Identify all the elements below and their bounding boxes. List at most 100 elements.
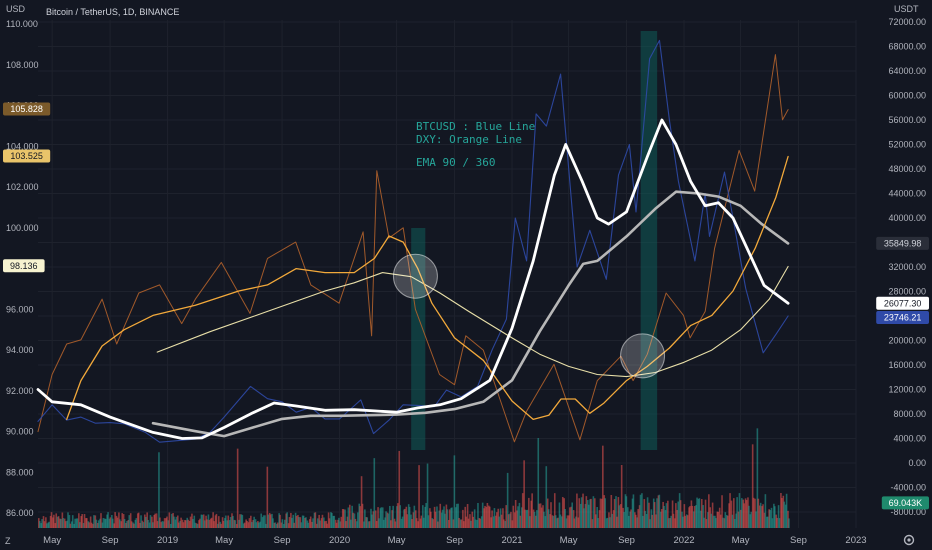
right-axis[interactable]: 72000.00 68000.00 64000.00 60000.00 56000.00… [888,17,926,517]
volume-bar [577,517,580,528]
volume-bar [665,503,668,528]
volume-bar [354,518,357,528]
volume-bar [389,520,392,528]
volume-bar [132,522,134,528]
volume-bar [320,518,323,528]
volume-bar [451,507,453,528]
volume-bar [140,515,142,528]
volume-bar [513,512,516,528]
volume-bar [597,518,599,528]
volume-bar [169,523,172,528]
timezone-label[interactable]: Z [5,536,11,546]
volume-bar [134,519,137,528]
volume-bar [730,500,733,528]
volume-bar [723,518,726,528]
time-tick-label: May [43,535,61,546]
volume-bar [129,513,132,528]
volume-bar [221,517,224,528]
volume-bar [321,514,324,528]
volume-bar [585,496,588,528]
volume-bar [750,511,753,528]
volume-bar [177,515,179,528]
series-dxy [37,54,789,443]
volume-bar [477,503,479,528]
volume-bar [627,515,630,528]
right-tick-label: 52000.00 [888,140,926,150]
volume-bar [637,509,639,528]
volume-bar [740,509,742,528]
volume-bar [371,514,373,528]
volume-bar [279,514,281,528]
volume-bar [174,519,177,528]
volume-bar [709,507,712,528]
volume-bar [775,514,778,528]
time-tick-label: Sep [274,535,291,546]
volume-bar [714,515,716,528]
volume-bar [217,516,220,528]
volume-bar [771,518,774,528]
volume-bar [364,509,366,528]
volume-bar [281,519,284,528]
volume-bar [422,505,424,528]
volume-bar [319,520,321,528]
volume-bar [125,522,127,528]
volume-bar [728,503,730,528]
volume-bar [770,507,773,528]
volume-bar [521,493,524,528]
volume-bar [323,517,325,528]
volume-bar [333,515,336,528]
volume-bar [104,519,107,528]
volume-bar [777,505,780,528]
price-badge-label: 98.136 [10,261,38,271]
volume-bar [571,502,573,528]
volume-bar [210,517,213,528]
volume-bar [283,523,285,528]
volume-bar [397,503,399,528]
volume-bar [259,521,262,528]
volume-bar [47,522,50,528]
volume-bar [351,505,353,528]
volume-bar [610,494,613,528]
volume-bar [426,463,429,528]
volume-bar [761,506,763,528]
volume-bar [158,452,160,528]
volume-bar [455,503,458,528]
volume-bar [198,520,200,528]
volume-bar [78,513,80,528]
volume-bar [537,438,540,528]
right-tick-label: 32000.00 [888,262,926,272]
volume-bar [719,514,722,528]
volume-bar [242,523,245,528]
left-tick-label: 96.000 [6,304,34,314]
volume-bar [373,458,376,528]
volume-bar [106,514,108,528]
volume-bar [596,507,598,528]
volume-bar [408,506,411,528]
volume-bar [144,516,147,528]
volume-bar [82,523,85,528]
grid [38,20,857,528]
volume-bar [127,520,130,528]
right-tick-label: 8000.00 [893,409,926,419]
volume-bar [618,505,621,528]
time-axis[interactable]: May Sep 2019 May Sep 2020 May Sep 2021 May Sep 2022… [43,535,866,546]
volume-bar [228,520,231,528]
volume-bar [250,515,252,528]
volume-bar [466,504,469,528]
volume-bar [751,444,754,528]
volume-bar [115,515,118,528]
annotation-btc: BTCUSD : Blue Line [416,120,535,133]
volume-bar [639,494,642,528]
volume-bar [141,520,144,528]
volume-bar [307,522,310,528]
settings-icon[interactable] [903,534,915,546]
volume-bar [53,514,55,528]
volume-bar [301,515,304,528]
volume-bar [467,518,470,528]
volume-bar [224,518,226,528]
volume-bar [526,509,529,528]
volume-bar [528,497,530,528]
volume-bar [592,496,595,528]
